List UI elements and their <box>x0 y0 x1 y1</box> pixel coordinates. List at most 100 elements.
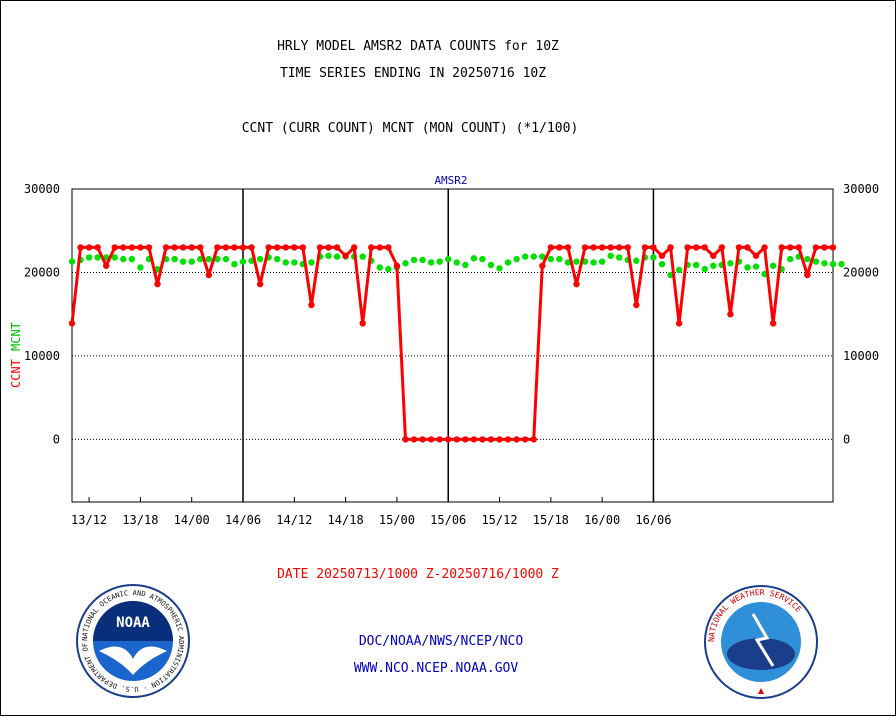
mcnt-point <box>650 254 657 261</box>
x-tick-label: 14/00 <box>174 513 210 527</box>
nws-logo: NATIONAL WEATHER SERVICE <box>704 585 818 699</box>
mcnt-point <box>282 259 289 266</box>
mcnt-point <box>633 257 640 264</box>
mcnt-point <box>291 259 298 266</box>
ccnt-point <box>718 244 726 251</box>
ccnt-point <box>778 244 785 251</box>
ccnt-point <box>274 244 281 251</box>
mcnt-point <box>804 255 811 263</box>
ccnt-point <box>120 244 127 251</box>
ccnt-series-line <box>70 245 833 441</box>
ccnt-point <box>393 262 401 269</box>
ccnt-point <box>376 244 384 251</box>
mcnt-point <box>333 253 341 260</box>
y-tick-label-right: 20000 <box>843 265 879 279</box>
mcnt-point <box>402 260 409 267</box>
org-link[interactable]: DOC/NOAA/NWS/NCEP/NCO <box>359 634 524 649</box>
y-axis-title: CCNT MCNT <box>9 322 23 388</box>
ccnt-point <box>325 244 332 251</box>
ccnt-point <box>239 244 247 251</box>
ccnt-point <box>641 244 649 251</box>
ccnt-point <box>821 244 828 251</box>
mcnt-point <box>829 260 837 268</box>
ccnt-point <box>68 320 76 327</box>
ccnt-point <box>316 244 324 251</box>
mcnt-point <box>504 259 512 266</box>
plot-frame <box>71 188 834 503</box>
ccnt-point <box>539 262 546 269</box>
mcnt-point <box>205 255 213 263</box>
ccnt-point <box>103 262 110 269</box>
ccnt-point <box>333 244 341 251</box>
x-tick-label: 14/12 <box>276 513 312 527</box>
mcnt-point <box>179 258 187 265</box>
x-tick-label: 13/12 <box>71 513 107 527</box>
mcnt-point <box>496 265 503 272</box>
x-tick-label: 13/18 <box>122 513 158 527</box>
y-tick-label-left: 20000 <box>24 265 60 279</box>
ccnt-point <box>342 252 349 259</box>
mcnt-point <box>385 265 392 273</box>
ccnt-point <box>145 244 153 251</box>
ccnt-point <box>521 436 529 443</box>
mcnt-point <box>658 260 666 268</box>
ccnt-point <box>590 244 597 251</box>
ccnt-point <box>445 436 452 443</box>
mcnt-point <box>376 264 384 271</box>
ccnt-point <box>85 244 93 251</box>
y-tick-label-left: 10000 <box>24 349 60 363</box>
x-tick-label: 15/00 <box>379 513 415 527</box>
ccnt-point <box>436 436 443 443</box>
ccnt-point <box>453 436 460 443</box>
mcnt-point <box>701 265 708 273</box>
ccnt-point <box>744 244 751 251</box>
chart-subtitle: CCNT (CURR COUNT) MCNT (MON COUNT) (*1/1… <box>242 121 579 136</box>
ccnt-point <box>701 244 708 251</box>
ccnt-point <box>462 436 469 443</box>
ccnt-point <box>496 436 503 443</box>
ccnt-point <box>487 436 495 443</box>
ccnt-point <box>308 301 315 309</box>
mcnt-point <box>68 258 76 265</box>
y-axis-title-ccnt: CCNT <box>9 359 23 388</box>
ccnt-point <box>658 252 666 259</box>
x-tick-label: 14/06 <box>225 513 261 527</box>
mcnt-point <box>410 256 418 264</box>
ccnt-point <box>598 244 606 251</box>
chart-title-line2: TIME SERIES ENDING IN 20250716 10Z <box>280 66 546 81</box>
ccnt-point <box>607 244 614 251</box>
ccnt-point <box>504 436 512 443</box>
y-tick-label-left: 30000 <box>24 182 60 196</box>
x-tick-label: 15/12 <box>481 513 517 527</box>
mcnt-point <box>128 255 136 263</box>
mcnt-point <box>710 262 717 269</box>
ccnt-point <box>581 244 589 251</box>
ccnt-point <box>179 244 187 251</box>
website-link[interactable]: WWW.NCO.NCEP.NOAA.GOV <box>354 661 519 676</box>
ccnt-point <box>564 244 572 251</box>
mcnt-point <box>111 254 118 261</box>
ccnt-point <box>650 244 657 251</box>
ccnt-point <box>94 244 101 251</box>
mcnt-point <box>427 259 435 266</box>
mcnt-point <box>94 254 101 261</box>
ccnt-point <box>633 301 640 309</box>
ccnt-point <box>692 244 700 251</box>
ccnt-point <box>402 436 409 443</box>
ccnt-point <box>419 436 426 443</box>
ccnt-point <box>154 280 161 288</box>
ccnt-point <box>761 244 768 251</box>
ccnt-point <box>291 244 298 251</box>
x-tick-label: 15/18 <box>533 513 569 527</box>
noaa-logo-text: NOAA <box>116 615 150 631</box>
mcnt-point <box>521 253 529 260</box>
panel-label: AMSR2 <box>434 174 467 187</box>
mcnt-point <box>744 264 751 271</box>
mcnt-point <box>239 258 247 265</box>
ccnt-point <box>795 244 802 251</box>
ccnt-point <box>128 244 136 251</box>
mcnt-point <box>308 259 315 266</box>
mcnt-point <box>838 260 845 268</box>
mcnt-point <box>188 258 195 265</box>
